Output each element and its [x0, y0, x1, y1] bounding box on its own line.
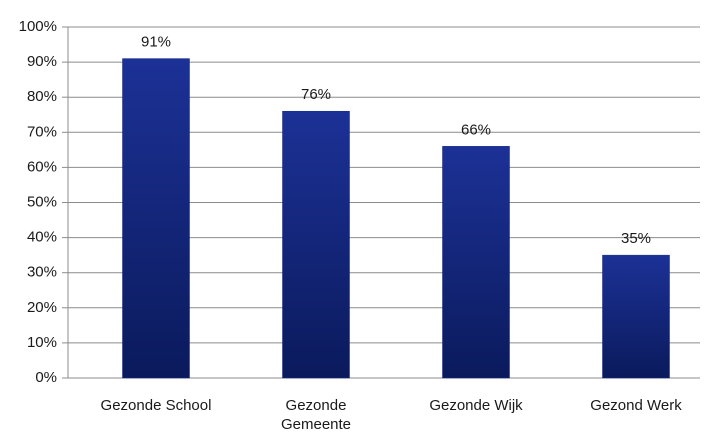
- x-tick-label: Gezond Werk: [590, 397, 682, 414]
- y-tick-label: 80%: [27, 88, 57, 105]
- y-tick-label: 20%: [27, 299, 57, 316]
- x-tick-label: Gezonde Gemeente: [280, 397, 352, 433]
- bar: [442, 146, 510, 379]
- x-tick-label: Gezonde School: [100, 397, 212, 414]
- x-tick-label: Gezonde Wijk: [429, 397, 523, 414]
- y-tick-label: 100%: [19, 18, 57, 35]
- y-tick-label: 50%: [27, 193, 57, 210]
- y-tick-label: 70%: [27, 123, 57, 140]
- y-tick-label: 60%: [27, 158, 57, 175]
- data-label: 35%: [621, 230, 651, 247]
- y-tick-label: 0%: [35, 369, 57, 386]
- y-tick-label: 30%: [27, 264, 57, 281]
- bar: [282, 110, 350, 379]
- data-label: 91%: [141, 34, 171, 51]
- y-tick-label: 10%: [27, 334, 57, 351]
- y-tick-label: 90%: [27, 53, 57, 70]
- data-label: 76%: [301, 86, 331, 103]
- bar: [122, 58, 190, 379]
- bar: [602, 254, 670, 379]
- data-label: 66%: [461, 121, 491, 138]
- y-tick-label: 40%: [27, 229, 57, 246]
